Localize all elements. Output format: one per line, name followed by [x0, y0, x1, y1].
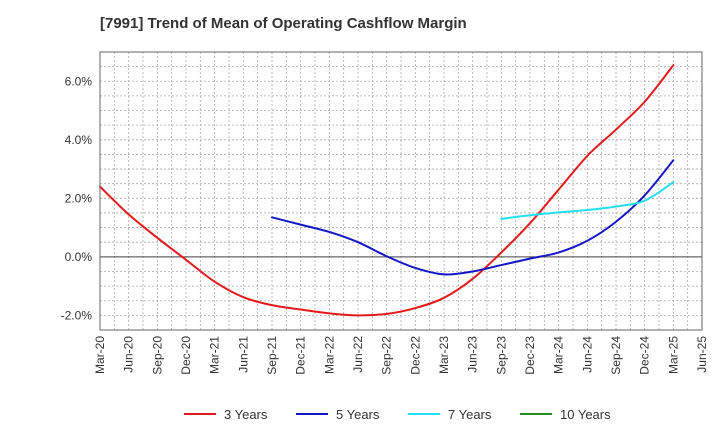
x-tick-label: Jun-23: [466, 336, 480, 373]
x-tick-label: Jun-20: [122, 336, 136, 373]
legend-label-10-years: 10 Years: [560, 407, 611, 422]
grid-lines: [99, 51, 703, 331]
x-tick-label: Mar-22: [322, 336, 336, 374]
x-tick-label: Sep-20: [150, 336, 164, 375]
x-tick-label: Dec-22: [408, 336, 422, 375]
y-tick-label: 2.0%: [65, 191, 93, 205]
series-line-7-years: [500, 181, 675, 220]
x-tick-label: Mar-20: [93, 336, 107, 374]
plot-frame: [99, 51, 703, 331]
x-tick-label: Sep-23: [494, 336, 508, 375]
legend-label-3-years: 3 Years: [224, 407, 268, 422]
x-tick-label: Dec-20: [179, 336, 193, 375]
y-tick-label: -2.0%: [61, 308, 93, 322]
y-tick-label: 4.0%: [65, 133, 93, 147]
y-tick-label: 0.0%: [65, 250, 93, 264]
x-tick-label: Sep-21: [265, 336, 279, 375]
x-tick-label: Mar-21: [208, 336, 222, 374]
x-tick-label: Dec-24: [638, 336, 652, 375]
x-tick-label: Mar-23: [437, 336, 451, 374]
x-tick-label: Dec-21: [294, 336, 308, 375]
legend-label-5-years: 5 Years: [336, 407, 380, 422]
x-tick-label: Jun-22: [351, 336, 365, 373]
legend: 3 Years 5 Years 7 Years 10 Years: [184, 407, 611, 422]
x-tick-label: Sep-24: [609, 336, 623, 375]
x-tick-label: Dec-23: [523, 336, 537, 375]
x-tick-label: Mar-25: [666, 336, 680, 374]
x-tick-label: Jun-24: [580, 336, 594, 373]
y-tick-labels: -2.0% 0.0% 2.0% 4.0% 6.0%: [61, 74, 93, 322]
series-line-3-years: [99, 64, 675, 317]
legend-label-7-years: 7 Years: [448, 407, 492, 422]
x-tick-label: Mar-24: [552, 336, 566, 374]
x-tick-label: Sep-22: [380, 336, 394, 375]
chart-title: [7991] Trend of Mean of Operating Cashfl…: [100, 15, 467, 32]
x-tick-labels: Mar-20 Jun-20 Sep-20 Dec-20 Mar-21 Jun-21 Sep-…: [93, 336, 709, 375]
series-lines: [99, 64, 675, 317]
y-tick-label: 6.0%: [65, 74, 93, 88]
series-line-5-years: [271, 159, 675, 276]
x-tick-label: Jun-25: [695, 336, 709, 373]
x-tick-label: Jun-21: [236, 336, 250, 373]
